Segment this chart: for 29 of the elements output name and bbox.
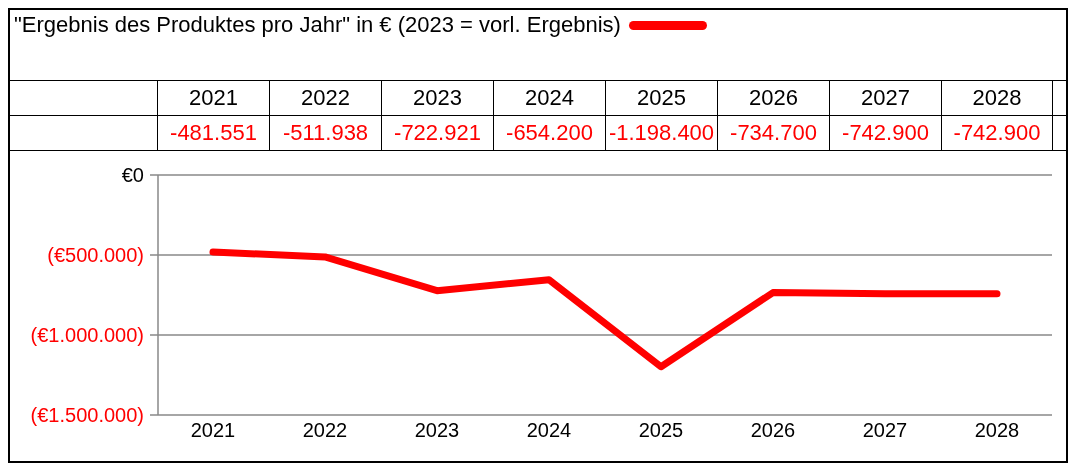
x-tick-label: 2027	[862, 419, 908, 442]
data-label: -511.938	[269, 116, 381, 150]
x-tick-label: 2028	[974, 419, 1020, 442]
x-tick-label: 2024	[526, 419, 572, 442]
y-tick-label: (€500.000)	[47, 244, 144, 266]
data-label: -722.921	[381, 116, 493, 150]
data-label: -742.900	[941, 116, 1053, 150]
category-label: 2022	[301, 85, 350, 110]
x-tick-label: 2023	[414, 419, 460, 442]
category-label: 2021	[189, 85, 238, 110]
data-label: -1.198.400	[605, 116, 717, 150]
y-tick-label: €0	[121, 164, 144, 186]
category-label: 2025	[637, 85, 686, 110]
category-label: 2023	[413, 85, 462, 110]
data-label: -734.700	[717, 116, 829, 150]
x-tick-label: 2021	[190, 419, 236, 442]
data-label: -654.200	[493, 116, 605, 150]
data-label: -481.551	[157, 116, 269, 150]
category-label: 2028	[972, 85, 1022, 110]
y-tick-label: (€1.000.000)	[30, 324, 144, 346]
category-label: 2024	[525, 85, 574, 110]
data-label: -742.900	[829, 116, 941, 150]
x-tick-label: 2025	[638, 419, 684, 442]
x-tick-label: 2022	[302, 419, 348, 442]
x-tick-label: 2026	[750, 419, 796, 442]
y-tick-label: (€1.500.000)	[30, 404, 144, 426]
chart-title: "Ergebnis des Produktes pro Jahr" in € (2023 = vorl. Ergebnis)	[14, 12, 621, 38]
category-label: 2027	[861, 85, 910, 110]
category-label: 2026	[749, 85, 798, 110]
